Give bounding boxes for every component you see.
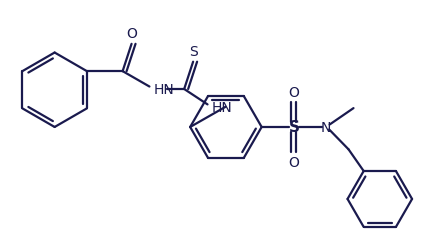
- Text: O: O: [288, 155, 299, 169]
- Text: O: O: [126, 27, 137, 41]
- Text: HN: HN: [211, 100, 232, 114]
- Text: S: S: [188, 44, 197, 59]
- Text: HN: HN: [153, 83, 174, 96]
- Text: S: S: [288, 120, 299, 135]
- Text: O: O: [288, 86, 299, 100]
- Text: N: N: [320, 120, 331, 134]
